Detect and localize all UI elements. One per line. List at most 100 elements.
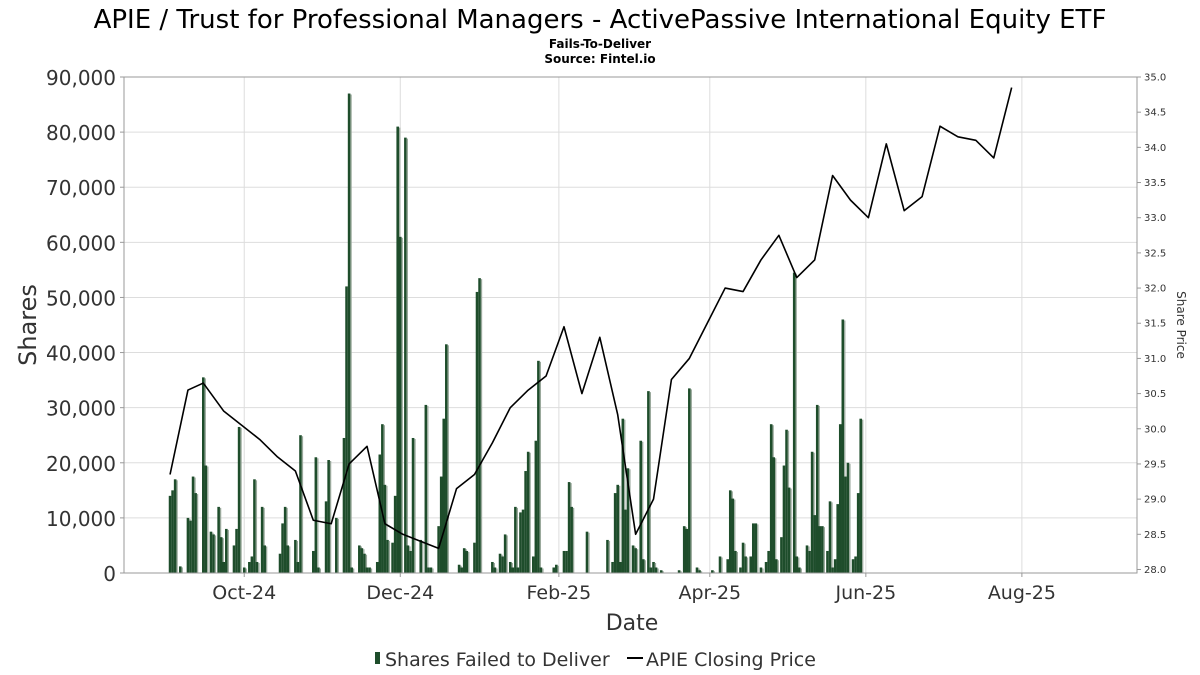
- fails-bar-highlight: [657, 568, 659, 573]
- fails-bar: [769, 424, 773, 573]
- fails-bar: [698, 570, 701, 573]
- fails-bar: [618, 561, 622, 573]
- fails-bar: [327, 460, 330, 573]
- fails-bar: [365, 567, 369, 573]
- fails-bar: [741, 542, 745, 573]
- fails-bar: [491, 561, 494, 573]
- fails-bar: [828, 501, 832, 573]
- legend-label-price: APIE Closing Price: [646, 649, 816, 671]
- fails-bar: [363, 553, 366, 573]
- fails-bar: [219, 537, 223, 573]
- y-tick-label: 60,000: [46, 231, 116, 255]
- fails-bar: [406, 545, 410, 573]
- fails-bar: [539, 567, 543, 573]
- y-right-tick-label: 30.0: [1144, 424, 1166, 435]
- fails-bar: [818, 526, 822, 573]
- fails-bar-highlight: [255, 480, 258, 573]
- fails-bar: [475, 291, 479, 573]
- fails-bar: [429, 567, 433, 573]
- fails-bar: [537, 360, 540, 573]
- fails-bar: [682, 526, 686, 573]
- fails-bar: [749, 556, 753, 573]
- fails-bar-highlight: [265, 546, 268, 573]
- fails-bar-highlight: [301, 436, 304, 573]
- y-right-tick-label: 30.5: [1144, 389, 1166, 400]
- fails-bar-highlight: [529, 452, 531, 573]
- fails-bar: [821, 526, 824, 573]
- fails-bar: [772, 457, 776, 573]
- fails-bar-highlight: [370, 568, 373, 573]
- fails-bar: [242, 567, 246, 573]
- fails-bar: [526, 451, 530, 573]
- fails-bar-highlight: [317, 458, 319, 573]
- fails-bar: [439, 476, 443, 573]
- legend-label-fails: Shares Failed to Deliver: [385, 649, 610, 671]
- fails-bar: [473, 542, 476, 573]
- fails-bar-highlight: [414, 438, 416, 573]
- x-tick-label: Dec-24: [366, 582, 434, 604]
- legend-bar-swatch: [375, 652, 380, 664]
- price-line-layer: [169, 87, 1013, 550]
- y-tick-label: 50,000: [46, 286, 116, 310]
- fails-bar-highlight: [181, 567, 183, 573]
- fails-bar: [465, 550, 469, 573]
- fails-bar-highlight: [286, 507, 288, 573]
- fails-bar: [531, 556, 535, 573]
- fails-bar: [856, 493, 860, 573]
- fails-bar: [378, 454, 382, 573]
- fails-bar: [255, 561, 259, 573]
- fails-bar: [317, 567, 320, 573]
- fails-bar-highlight: [700, 571, 703, 573]
- fails-bar: [606, 539, 609, 573]
- fails-bar: [358, 545, 361, 573]
- legend: Shares Failed to Deliver APIE Closing Pr…: [375, 649, 816, 671]
- fails-bar: [626, 468, 630, 573]
- fails-bar-highlight: [649, 392, 652, 573]
- fails-bar: [585, 531, 589, 573]
- fails-bar: [621, 418, 625, 573]
- x-tick-label: Jun-25: [834, 582, 896, 604]
- fails-bar-highlight: [813, 452, 815, 573]
- fails-bar: [810, 451, 814, 573]
- fails-bar: [851, 559, 855, 573]
- y-right-tick-label: 28.0: [1144, 565, 1166, 576]
- fails-bar-highlight: [468, 551, 470, 573]
- bar-layer: [168, 93, 864, 573]
- fails-bar-highlight: [849, 463, 851, 573]
- fails-bar: [641, 559, 645, 573]
- fails-bar: [838, 424, 842, 573]
- fails-bar: [744, 556, 747, 573]
- fails-bar-highlight: [258, 562, 260, 573]
- fails-bar: [324, 501, 328, 573]
- fails-bar: [688, 388, 691, 573]
- fails-bar-highlight: [227, 529, 229, 573]
- fails-bar: [815, 404, 819, 573]
- fails-bar: [209, 531, 213, 573]
- fails-bar: [498, 553, 502, 573]
- fails-bar-highlight: [680, 571, 682, 573]
- fails-bar-highlight: [401, 237, 403, 573]
- fails-bar: [516, 567, 520, 573]
- fails-bar-highlight: [352, 568, 355, 573]
- fails-bar-highlight: [557, 565, 559, 573]
- fails-bar: [726, 559, 730, 573]
- fails-bar-highlight: [319, 568, 322, 573]
- fails-bar: [833, 559, 837, 573]
- y-right-tick-label: 32.0: [1144, 284, 1166, 295]
- fails-bar-highlight: [388, 540, 391, 573]
- fails-bar-highlight: [289, 546, 291, 573]
- fails-bar: [437, 526, 440, 573]
- fails-bar-highlight: [734, 499, 736, 573]
- fails-bar-highlight: [736, 551, 738, 573]
- fails-bar: [478, 278, 481, 573]
- fails-bar: [419, 539, 423, 573]
- y-tick-label: 30,000: [46, 397, 116, 421]
- fails-bar-highlight: [176, 480, 178, 573]
- fails-bar: [639, 440, 643, 573]
- fails-bar: [808, 550, 811, 573]
- fails-bar: [493, 567, 497, 573]
- fails-bar-highlight: [222, 538, 224, 573]
- fails-bar-highlight: [713, 571, 715, 573]
- fails-bar: [396, 126, 400, 573]
- y-tick-label: 40,000: [46, 342, 116, 366]
